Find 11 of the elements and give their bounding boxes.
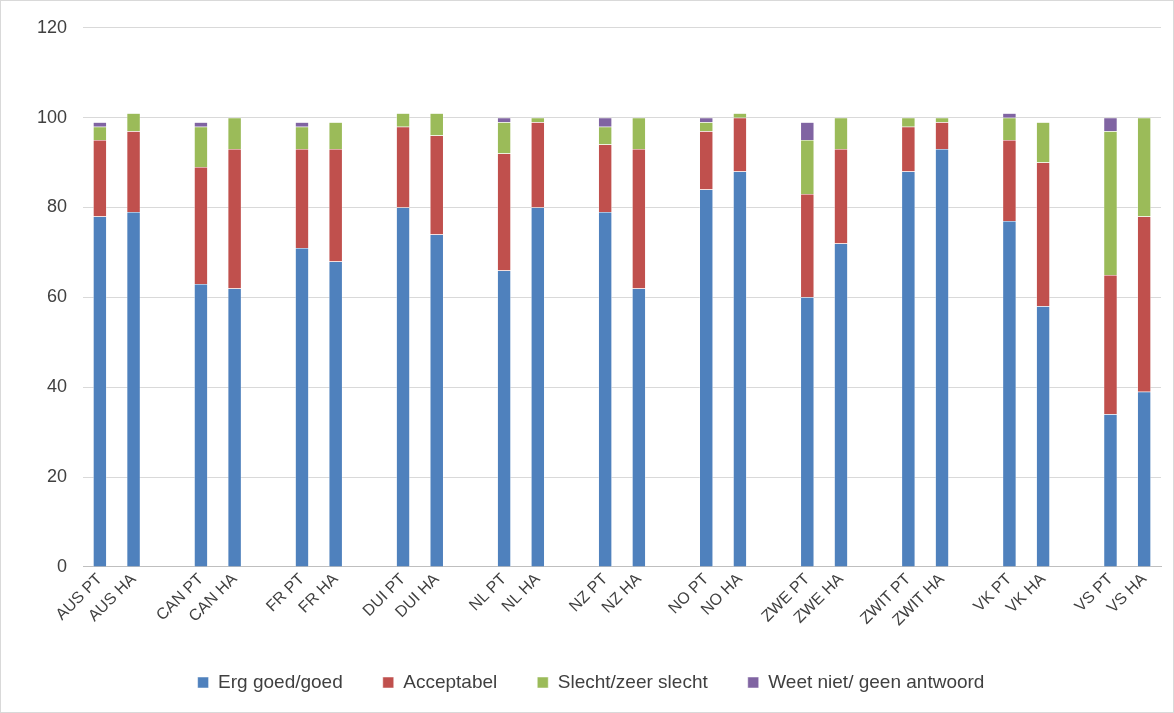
- y-tick-label: 20: [47, 466, 68, 487]
- y-tick-label: 40: [47, 376, 68, 397]
- legend-label: Erg goed/goed: [218, 670, 343, 692]
- y-tick-label: 80: [47, 196, 68, 217]
- y-tick-label: 100: [36, 106, 68, 127]
- y-tick-label: 0: [57, 555, 68, 576]
- y-tick-label: 120: [36, 16, 68, 37]
- legend-label: Weet niet/ geen antwoord: [768, 670, 985, 692]
- legend-label: Slecht/zeer slecht: [557, 670, 709, 692]
- y-tick-label: 60: [47, 286, 68, 307]
- legend-label: Acceptabel: [403, 670, 498, 692]
